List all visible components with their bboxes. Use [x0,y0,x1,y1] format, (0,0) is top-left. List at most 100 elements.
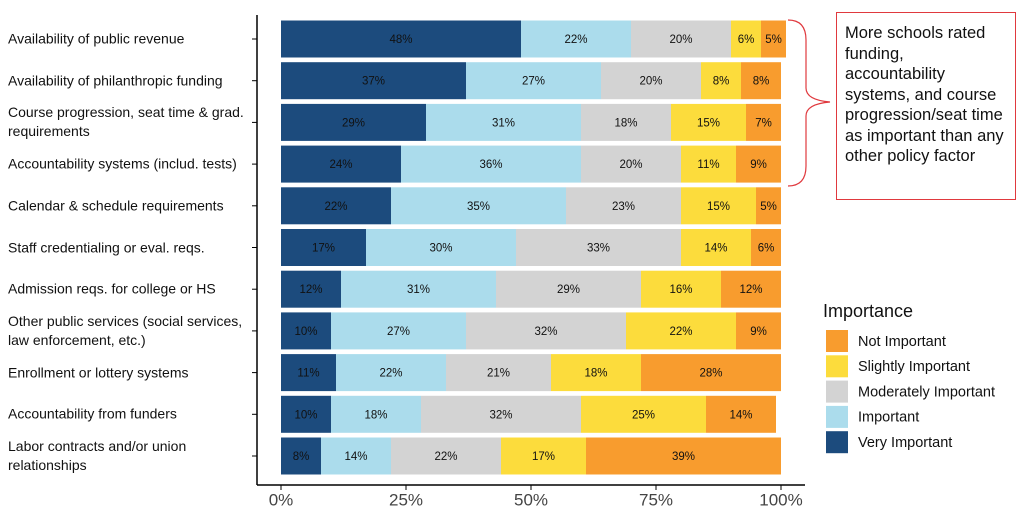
bar-segment [281,395,331,433]
bar-segment [581,103,671,141]
data-label: 22% [379,368,402,380]
bar-segment [331,395,421,433]
data-label: 5% [760,201,777,213]
bar-segment [336,354,446,392]
data-label: 37% [362,76,385,88]
bar-segment [641,354,781,392]
bar-segment [421,395,581,433]
data-label: 14% [729,409,752,421]
y-tick-label: Labor contracts and/or union relationshi… [8,438,187,473]
data-label: 11% [697,159,719,171]
data-label: 10% [294,409,317,421]
bar-segment [331,312,466,350]
data-label: 31% [407,284,430,296]
data-label: 22% [669,326,692,338]
bar-segment [756,187,781,225]
legend-swatch [826,355,848,378]
bar-segment [281,229,366,266]
bar-segment [566,187,681,225]
data-label: 20% [619,159,642,171]
bar-segment [281,145,401,183]
bar-segment [721,270,781,308]
data-label: 35% [467,201,490,213]
bar-segment [466,312,626,350]
y-tick-label: Staff credentialing or eval. reqs. [8,239,205,255]
data-label: 8% [713,76,730,88]
data-label: 18% [584,368,607,380]
bar-segment [731,20,761,58]
data-label: 8% [293,451,310,463]
bar-segment [736,145,781,183]
bar-segment [281,103,426,141]
data-label: 6% [738,34,755,46]
data-label: 12% [299,284,322,296]
bar-segment [281,312,331,350]
bar-segment [631,20,731,58]
bar-segment [736,312,781,350]
data-label: 22% [434,451,457,463]
bar-segment [551,354,641,392]
data-label: 25% [632,409,655,421]
x-tick-label: 50% [514,490,548,509]
data-label: 36% [479,159,502,171]
bar-segment [426,103,581,141]
bar-segment [281,354,336,392]
bar-segment [671,103,746,141]
bar-segment [466,62,601,100]
y-tick-label: Availability of philanthropic funding [8,72,223,89]
y-tick-label: Enrollment or lottery systems [8,364,189,381]
bar-segment [581,395,706,433]
bar-segment [321,437,391,475]
x-tick-label: 75% [639,490,673,509]
data-label: 27% [387,326,410,338]
bar-segment [281,20,521,58]
data-label: 10% [294,326,317,338]
x-tick-label: 100% [759,490,802,509]
data-label: 15% [697,117,720,129]
data-label: 16% [669,284,692,296]
data-label: 5% [765,34,782,46]
bar-segment [501,437,586,475]
y-tick-label: Accountability from funders [8,405,177,422]
y-tick-label: Accountability systems (includ. tests) [8,155,237,172]
data-label: 48% [389,34,412,46]
legend-swatch [826,380,848,403]
bar-segment [601,62,701,100]
data-label: 11% [297,368,319,380]
bar-segment [496,270,641,308]
data-label: 9% [750,159,767,171]
bar-segment [681,187,756,225]
bar-segment [701,62,741,100]
bar-segment [516,229,681,266]
data-label: 17% [532,451,555,463]
bar-segment [281,187,391,225]
bar-segment [341,270,496,308]
data-label: 14% [704,243,727,255]
bar-segment [401,145,581,183]
legend-label: Moderately Important [858,384,995,400]
data-label: 30% [429,243,452,255]
data-label: 6% [758,243,775,255]
y-tick-label: Course progression, seat time & grad. re… [8,104,244,140]
bar-segment [681,229,751,266]
y-tick-label: Calendar & schedule requirements [8,197,224,214]
bar-segment [761,20,786,58]
bar-segment [681,145,736,183]
x-tick-label: 0% [269,490,294,509]
legend-swatch [826,405,848,428]
data-label: 7% [755,117,772,129]
data-label: 17% [312,243,335,255]
bar-segment [366,229,516,266]
bar-segment [751,229,781,266]
data-label: 12% [739,284,762,296]
data-label: 32% [534,326,557,338]
data-label: 8% [753,76,770,88]
y-tick-label: Availability of public revenue [8,30,185,47]
data-label: 27% [522,76,545,88]
data-label: 22% [564,34,587,46]
y-tick-label: Other public services (social services, … [8,312,243,348]
bar-segment [746,103,781,141]
bar-segment [391,437,501,475]
